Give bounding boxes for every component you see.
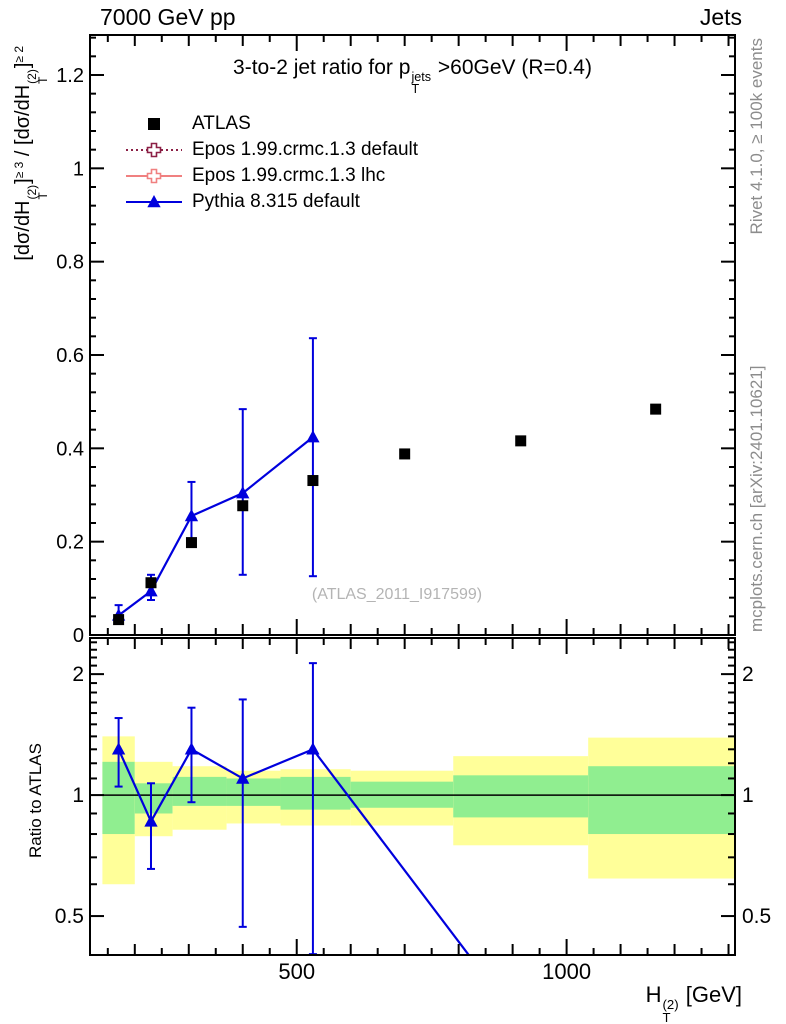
svg-text:0.8: 0.8 bbox=[56, 252, 84, 274]
svg-text:1000: 1000 bbox=[542, 959, 591, 984]
atlas-square-marker-icon bbox=[148, 118, 160, 130]
svg-text:2: 2 bbox=[742, 663, 754, 686]
legend-label-atlas: ATLAS bbox=[192, 113, 251, 134]
svg-text:0.5: 0.5 bbox=[742, 905, 771, 928]
svg-text:500: 500 bbox=[278, 959, 315, 984]
svg-text:1.2: 1.2 bbox=[56, 65, 84, 87]
rivet-version-caption: Rivet 4.1.0, ≥ 100k events bbox=[747, 38, 766, 235]
legend-item-pythia: Pythia 8.315 default bbox=[126, 189, 418, 215]
svg-text:0.6: 0.6 bbox=[56, 345, 84, 367]
header-beam-info: 7000 GeV pp bbox=[100, 4, 236, 30]
legend-item-epos-default: Epos 1.99.crmc.1.3 default bbox=[126, 137, 418, 163]
svg-text:0.4: 0.4 bbox=[56, 438, 84, 460]
svg-text:2: 2 bbox=[72, 663, 84, 686]
header-analysis-group: Jets bbox=[699, 4, 742, 30]
legend-label-epos-lhc: Epos 1.99.crmc.1.3 lhc bbox=[192, 165, 386, 186]
plot-title: 3-to-2 jet ratio for p jets T >60GeV (R=0.… bbox=[233, 56, 592, 96]
svg-text:0.2: 0.2 bbox=[56, 532, 84, 554]
y-axis-title: [dσ/dH (2) T]≥ 3 / [dσ/dH (2) T]≥ 2 bbox=[12, 46, 50, 261]
mcplots-arxiv-caption: mcplots.cern.ch [arXiv:2401.10621] bbox=[747, 365, 766, 632]
analysis-watermark: (ATLAS_2011_I917599) bbox=[311, 586, 483, 603]
svg-text:0: 0 bbox=[73, 625, 84, 647]
pythia-triangle-marker-icon bbox=[126, 195, 182, 208]
svg-text:1: 1 bbox=[742, 784, 754, 807]
legend-label-pythia: Pythia 8.315 default bbox=[192, 191, 360, 212]
svg-text:0.5: 0.5 bbox=[55, 905, 84, 928]
epos-lhc-cross-marker-icon bbox=[126, 168, 182, 184]
legend-item-epos-lhc: Epos 1.99.crmc.1.3 lhc bbox=[126, 163, 418, 189]
epos-default-cross-marker-icon bbox=[126, 142, 182, 158]
legend: ATLAS Epos 1.99.crmc.1.3 default Epos 1.… bbox=[126, 111, 418, 215]
legend-item-atlas: ATLAS bbox=[126, 111, 418, 137]
legend-label-epos-default: Epos 1.99.crmc.1.3 default bbox=[192, 139, 419, 160]
svg-text:1: 1 bbox=[72, 784, 84, 807]
svg-text:1: 1 bbox=[73, 158, 84, 180]
x-axis-title: H (2) T [GeV] bbox=[645, 982, 742, 1024]
ratio-axis-title: Ratio to ATLAS bbox=[26, 743, 45, 858]
